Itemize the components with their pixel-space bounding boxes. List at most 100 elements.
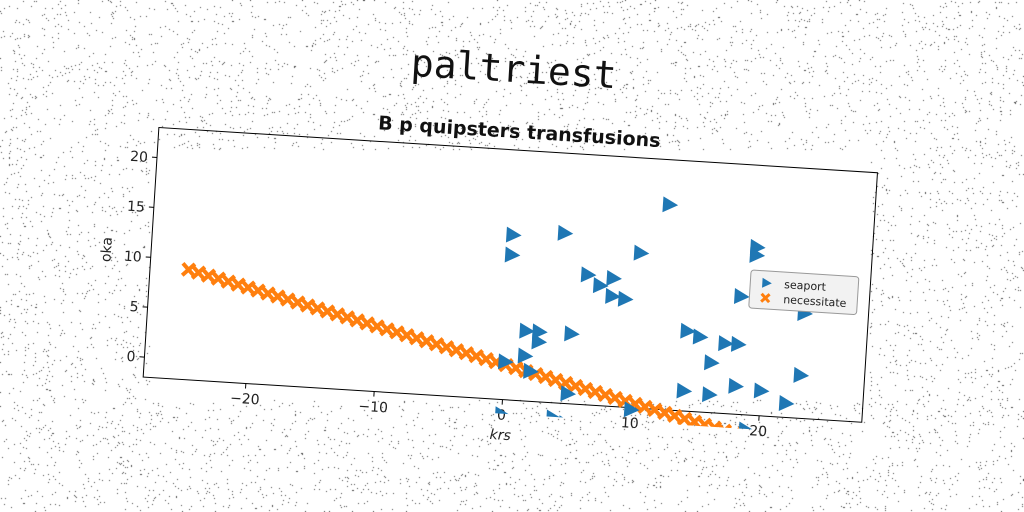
seaport-point [532, 323, 548, 340]
necessitate-point [557, 375, 574, 391]
necessitate-point [696, 417, 713, 433]
necessitate-point [768, 439, 781, 452]
x-tick-label: 20 [749, 423, 768, 440]
necessitate-point [359, 315, 375, 332]
seaport-point [531, 333, 548, 350]
x-axis-label: krs [489, 427, 511, 444]
necessitate-point [676, 411, 693, 427]
necessitate-point [270, 288, 286, 305]
necessitate-point [547, 372, 564, 388]
necessitate-point [468, 348, 484, 364]
seaport-point [617, 290, 634, 307]
legend-marker-necessitate [760, 292, 771, 304]
necessitate-point [807, 451, 820, 464]
seaport-point [505, 226, 522, 243]
necessitate-point [637, 399, 653, 415]
x-tick-label: −20 [230, 391, 260, 409]
legend-marker-seaport [762, 277, 772, 288]
necessitate-point [290, 294, 306, 311]
seaport-point [662, 196, 679, 213]
necessitate-point [230, 276, 246, 293]
necessitate-point [666, 408, 683, 424]
necessitate-point [200, 267, 217, 284]
seaport-point [523, 362, 539, 379]
necessitate-point [339, 309, 355, 326]
necessitate-point [299, 297, 316, 314]
seaport-point [733, 288, 750, 304]
seaport-point [564, 325, 580, 342]
x-tick-label: 0 [497, 407, 507, 424]
seaport-point [704, 354, 720, 371]
legend-label-seaport: seaport [784, 278, 827, 294]
necessitate-point [777, 442, 790, 455]
necessitate-point [597, 387, 613, 403]
necessitate-point [567, 378, 584, 394]
y-tick-label: 15 [127, 199, 146, 216]
necessitate-point [240, 279, 256, 296]
necessitate-point [817, 454, 830, 467]
necessitate-point [706, 420, 723, 436]
necessitate-point [587, 384, 603, 400]
necessitate-point [787, 445, 800, 458]
seaport-point [545, 409, 562, 426]
necessitate-point [478, 351, 494, 367]
y-tick-label: 20 [130, 149, 149, 166]
necessitate-point [797, 448, 810, 461]
seaport-point [728, 377, 744, 394]
necessitate-point [369, 318, 385, 335]
necessitate-point [827, 457, 840, 470]
seaport-point [793, 366, 810, 383]
y-tick-label: 10 [123, 249, 142, 266]
seaport-point [560, 385, 577, 402]
y-axis-label: oka [98, 237, 116, 263]
necessitate-point [538, 369, 554, 385]
seaport-point [592, 277, 609, 294]
seaport-point [517, 347, 534, 364]
necessitate-point [418, 333, 435, 349]
x-tick-label: 10 [620, 415, 639, 432]
seaport-point [680, 322, 696, 339]
legend-label-necessitate: necessitate [783, 293, 847, 310]
chart-title: B p quipsters transfusions [378, 112, 662, 152]
necessitate-point [409, 330, 425, 346]
necessitate-point [577, 381, 594, 397]
seaport-point [753, 382, 770, 399]
necessitate-point [508, 360, 524, 376]
seaport-point [633, 244, 650, 261]
legend-box [748, 269, 860, 316]
necessitate-point [210, 270, 227, 287]
seaport-point [623, 401, 640, 418]
necessitate-point [319, 303, 336, 320]
seaport-point [692, 328, 709, 345]
chart-suptitle: paltriest [410, 41, 618, 97]
necessitate-point [280, 291, 296, 308]
necessitate-point [607, 390, 623, 406]
seaport-point [778, 395, 795, 412]
necessitate-point [438, 339, 455, 355]
necessitate-point [260, 285, 276, 302]
necessitate-point [657, 405, 673, 421]
legend: seaport necessitate [748, 269, 860, 316]
seaport-point [606, 269, 622, 286]
seaport-point [504, 246, 521, 263]
necessitate-point [250, 282, 266, 299]
seaport-point [718, 335, 734, 352]
necessitate-point [399, 327, 415, 343]
necessitate-point [686, 414, 703, 430]
necessitate-point [379, 321, 395, 338]
necessitate-point [448, 342, 465, 358]
necessitate-point [190, 264, 207, 281]
seaport-point [557, 224, 574, 241]
y-tick-label: 0 [126, 349, 136, 366]
necessitate-point [389, 324, 405, 340]
necessitate-point [726, 426, 742, 438]
seaport-point [558, 415, 575, 432]
necessitate-point [349, 312, 365, 329]
x-axis-ticks: −20 −10 0 10 20 [230, 383, 768, 440]
seaport-point [749, 246, 766, 263]
seaport-point [730, 335, 747, 352]
y-tick-label: 5 [129, 299, 139, 316]
seaport-point [580, 266, 597, 283]
necessitate-point [309, 300, 326, 317]
